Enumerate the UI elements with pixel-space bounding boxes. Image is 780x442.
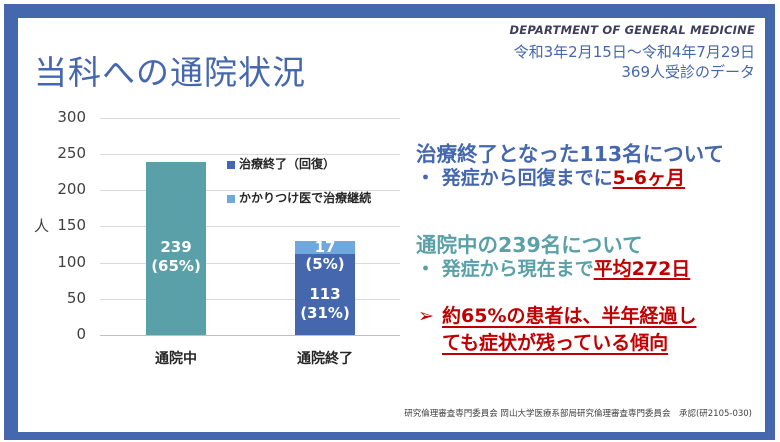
y-tick: 200 — [57, 180, 86, 198]
gridline-100 — [100, 263, 400, 264]
finished-bullet: ・ 発症から回復までに5-6ヶ月 — [416, 163, 685, 190]
gridline-150 — [100, 226, 400, 227]
gridline-50 — [100, 299, 400, 300]
y-tick: 150 — [57, 216, 86, 234]
legend-label-continued: かかりつけ医で治療継続 — [239, 191, 372, 205]
legend-label-recovered: 治療終了（回復） — [239, 157, 336, 171]
legend-swatch-continued — [227, 194, 235, 203]
bar-ongoing-value: 239 — [160, 238, 192, 256]
data-period: 令和3年2月15日～令和4年7月29日 — [513, 43, 755, 61]
department-name: DEPARTMENT OF GENERAL MEDICINE — [509, 23, 755, 37]
y-tick: 0 — [76, 325, 86, 343]
ongoing-bullet-text: ・ 発症から現在まで — [416, 258, 594, 280]
legend-item-continued: かかりつけ医で治療継続 — [227, 189, 371, 206]
bar-recovered-percent: (31%) — [300, 304, 350, 322]
bar-finished-continued — [295, 241, 355, 254]
bar-continued-value: 17 — [314, 238, 336, 256]
bar-ongoing — [146, 162, 206, 335]
x-axis-line — [100, 335, 400, 336]
ongoing-average: 平均272日 — [593, 258, 691, 280]
y-tick: 250 — [57, 144, 86, 162]
y-tick: 300 — [57, 108, 86, 126]
patient-count: 369人受診のデータ — [621, 63, 755, 81]
conclusion-line-2: ても症状が残っている傾向 — [442, 332, 669, 354]
ongoing-heading: 通院中の239名について — [416, 233, 643, 257]
arrow-bullet-icon: ➢ — [418, 305, 434, 327]
bar-finished-recovered — [295, 254, 355, 335]
gridline-300 — [100, 118, 400, 119]
slide-title: 当科への通院状況 — [34, 53, 306, 92]
y-tick: 50 — [66, 289, 86, 307]
bar-continued-percent: (5%) — [305, 255, 345, 273]
y-axis-label: 人 — [34, 217, 50, 235]
bar-ongoing-percent: (65%) — [151, 257, 201, 275]
finished-heading: 治療終了となった113名について — [416, 142, 725, 166]
bar-recovered-value: 113 — [309, 285, 341, 303]
ethics-approval-footer: 研究倫理審査専門委員会 岡山大学医療系部局研究倫理審査専門委員会 承認(研210… — [404, 409, 752, 419]
conclusion-line-1: 約65%の患者は、半年経過し — [442, 305, 697, 327]
y-tick: 100 — [57, 253, 86, 271]
ongoing-bullet: ・ 発症から現在まで平均272日 — [416, 254, 690, 281]
x-category-ongoing: 通院中 — [155, 351, 197, 367]
slide-body — [18, 18, 765, 432]
finished-bullet-text: ・ 発症から回復までに — [416, 167, 613, 189]
legend-item-recovered: 治療終了（回復） — [227, 155, 335, 172]
finished-duration: 5-6ヶ月 — [612, 167, 685, 189]
gridline-250 — [100, 154, 400, 155]
gridline-200 — [100, 190, 400, 191]
legend-swatch-recovered — [227, 160, 235, 169]
x-category-finished: 通院終了 — [297, 351, 353, 367]
